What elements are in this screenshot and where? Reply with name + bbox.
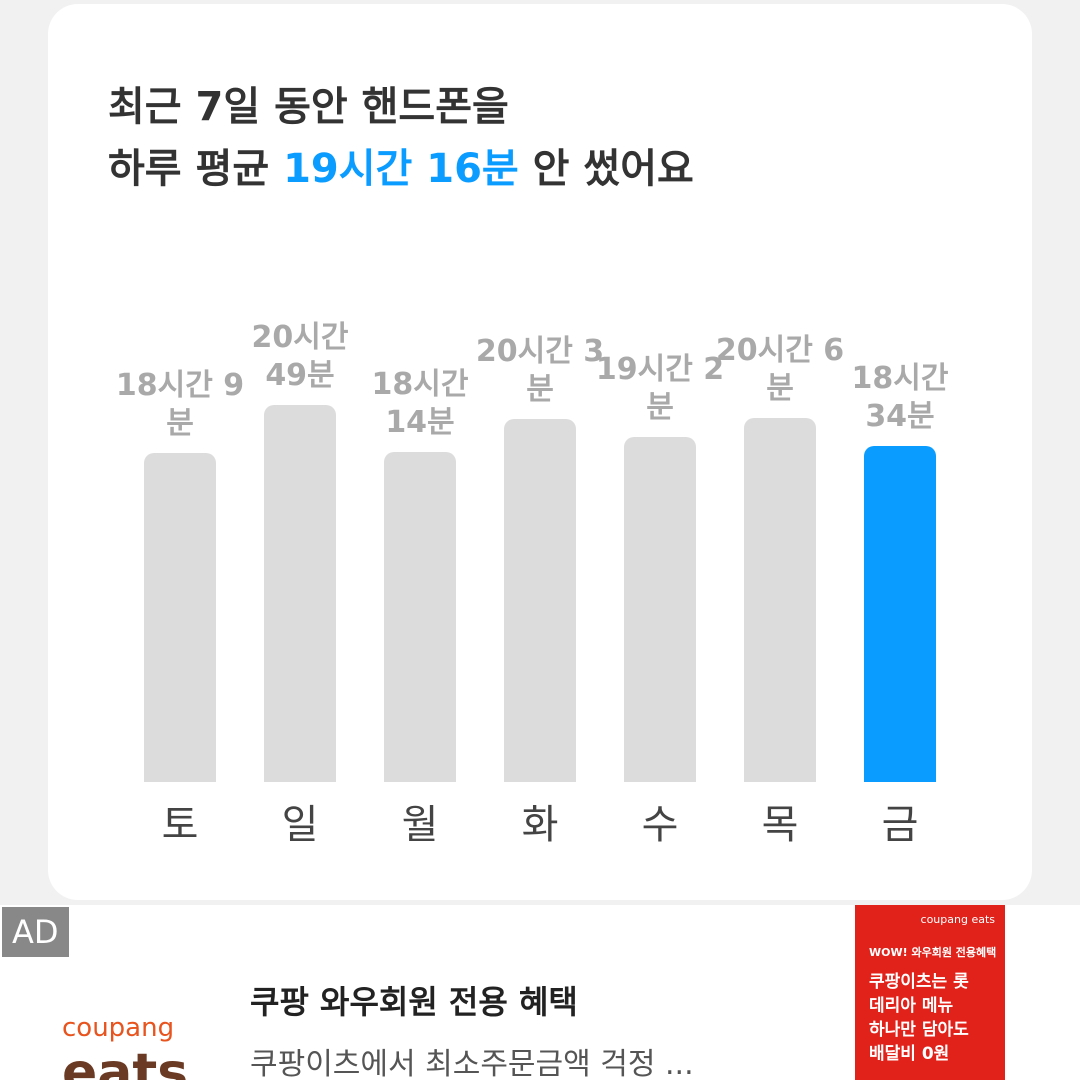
x-tick-label: 수 <box>641 802 679 848</box>
x-tick-label: 일 <box>281 802 319 848</box>
ad-image[interactable]: coupang eats WOW! 와우회원 전용혜택 쿠팡이츠는 롯데리아 메… <box>855 905 1005 1080</box>
bar <box>384 451 456 782</box>
bar <box>264 404 336 782</box>
title-text: 안 썼어요 <box>532 146 694 192</box>
ad-title[interactable]: 쿠팡 와우회원 전용 혜택 <box>250 983 578 1021</box>
ad-description: 쿠팡이츠에서 최소주문금액 걱정 ... <box>250 1047 694 1080</box>
logo-top: coupang <box>62 1013 175 1043</box>
x-tick-label: 금 <box>881 802 919 848</box>
title-line: 최근 7일 동안 핸드폰을 <box>108 84 509 130</box>
value-label: 18시간 14분 <box>371 366 469 440</box>
value-label: 20시간 6분 <box>715 332 845 406</box>
x-tick-label: 월 <box>401 802 439 848</box>
title-text: 하루 평균 <box>108 146 270 192</box>
value-label: 19시간 2분 <box>595 352 725 426</box>
value-label: 18시간 9분 <box>115 368 245 442</box>
bar <box>624 437 696 782</box>
bar <box>144 453 216 782</box>
value-label: 18시간 34분 <box>851 360 949 434</box>
title-highlight: 19시간 16분 <box>283 146 519 192</box>
x-tick-label: 토 <box>161 802 199 848</box>
image-tag: WOW! 와우회원 전용혜택 <box>869 946 997 959</box>
bar <box>744 417 816 782</box>
image-text: 쿠팡이츠는 롯데리아 메뉴 하나만 담아도 배달비 0원 <box>869 972 969 1064</box>
ad-badge: AD <box>2 907 69 957</box>
logo-bottom: eats <box>62 1043 189 1080</box>
x-tick-label: 목 <box>761 802 799 848</box>
ad[interactable]: AD coupang eats 쿠팡 와우회원 전용 혜택 쿠팡이츠에서 최소주… <box>0 905 1080 1080</box>
value-label: 20시간 3분 <box>475 333 605 407</box>
value-label: 20시간 49분 <box>251 319 349 393</box>
bar <box>504 418 576 782</box>
title-line: 하루 평균 19시간 16분 안 썼어요 <box>108 136 694 194</box>
x-tick-label: 화 <box>521 802 559 848</box>
bar <box>864 445 936 782</box>
image-brand: coupang eats <box>920 913 995 926</box>
